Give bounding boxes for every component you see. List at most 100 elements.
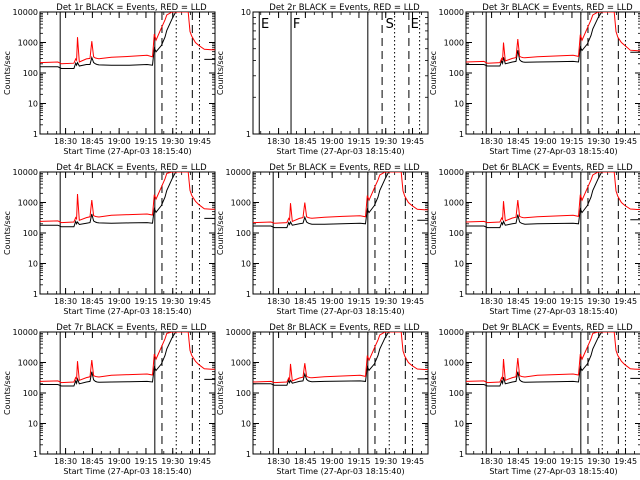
series-events-line — [40, 332, 215, 454]
plot-frame — [39, 171, 216, 295]
x-tick-label: 19:45 — [614, 137, 637, 146]
x-tick-label: 19:15 — [347, 297, 370, 306]
x-tick-label: 19:15 — [134, 297, 157, 306]
y-tick-label: 1 — [459, 130, 464, 139]
y-tick-label: 1 — [246, 290, 251, 299]
y-tick-label: 10000 — [439, 168, 464, 177]
x-tick-label: 19:15 — [560, 137, 583, 146]
panel-1: Det 1r BLACK = Events, RED = LLD 1 10 100 10… — [3, 3, 216, 156]
x-tick-label: 18:45 — [507, 137, 530, 146]
x-axis-label: Start Time (27-Apr-03 18:15:40) — [489, 467, 617, 476]
y-axis-label: Counts/sec — [3, 211, 12, 255]
series-lld-line — [40, 332, 215, 384]
series-lld-line — [40, 172, 215, 224]
series-lld-line — [466, 332, 640, 384]
x-tick-label: 19:15 — [134, 457, 157, 466]
y-tick-label: 100 — [236, 389, 251, 398]
y-tick-label: 1000 — [231, 359, 251, 368]
y-tick-label: 100 — [449, 389, 464, 398]
y-tick-label: 10000 — [439, 8, 464, 17]
y-tick-label: 10000 — [226, 328, 251, 337]
y-tick-label: 100 — [23, 69, 38, 78]
panel-title: Det 1r BLACK = Events, RED = LLD — [56, 3, 207, 13]
y-tick-label: 1000 — [444, 199, 464, 208]
x-tick-label: 19:15 — [134, 137, 157, 146]
x-axis-label: Start Time (27-Apr-03 18:15:40) — [63, 147, 191, 156]
x-tick-label: 19:15 — [347, 137, 370, 146]
y-tick-label: 1 — [459, 290, 464, 299]
x-tick-label: 19:45 — [188, 297, 211, 306]
x-tick-label: 18:30 — [267, 297, 290, 306]
series-lld-line — [253, 172, 428, 224]
x-tick-label: 19:00 — [108, 137, 131, 146]
x-tick-label: 19:30 — [587, 137, 610, 146]
y-tick-label: 10000 — [439, 328, 464, 337]
y-tick-label: 10000 — [13, 168, 38, 177]
x-tick-label: 18:45 — [294, 457, 317, 466]
x-tick-label: 19:00 — [534, 297, 557, 306]
panel-2: Det 2r BLACK = Events, RED = LLD 1 10 Count… — [216, 3, 429, 156]
x-tick-label: 18:30 — [54, 297, 77, 306]
panel-title: Det 8r BLACK = Events, RED = LLD — [269, 323, 420, 333]
x-tick-label: 18:45 — [81, 457, 104, 466]
x-tick-label: 19:30 — [161, 457, 184, 466]
x-tick-label: 19:00 — [534, 457, 557, 466]
event-marker-label: S — [386, 17, 394, 32]
panel-title: Det 4r BLACK = Events, RED = LLD — [56, 163, 207, 173]
y-tick-label: 100 — [236, 229, 251, 238]
x-tick-label: 19:30 — [374, 457, 397, 466]
plot-frame — [252, 171, 429, 295]
x-tick-label: 18:30 — [480, 297, 503, 306]
y-tick-label: 1 — [33, 130, 38, 139]
x-axis-label: Start Time (27-Apr-03 18:15:40) — [276, 147, 404, 156]
x-tick-label: 18:30 — [267, 457, 290, 466]
series-events-line — [466, 172, 640, 294]
x-tick-label: 19:45 — [401, 457, 424, 466]
x-tick-label: 19:00 — [108, 457, 131, 466]
x-tick-label: 19:15 — [560, 297, 583, 306]
plot-frame — [252, 11, 429, 135]
x-tick-label: 19:00 — [534, 137, 557, 146]
y-axis-label: Counts/sec — [3, 371, 12, 415]
panel-title: Det 3r BLACK = Events, RED = LLD — [482, 3, 633, 13]
panel-6: Det 6r BLACK = Events, RED = LLD 1 10 100 10… — [429, 163, 640, 316]
x-tick-label: 18:30 — [54, 457, 77, 466]
y-tick-label: 1 — [459, 450, 464, 459]
plot-frame — [252, 331, 429, 455]
event-marker-label: E — [411, 17, 419, 32]
x-tick-label: 19:30 — [374, 297, 397, 306]
panel-4: Det 4r BLACK = Events, RED = LLD 1 10 100 10… — [3, 163, 216, 316]
x-tick-label: 19:45 — [401, 137, 424, 146]
panel-title: Det 7r BLACK = Events, RED = LLD — [56, 323, 207, 333]
y-axis-label: Counts/sec — [216, 51, 225, 95]
series-events-line — [253, 332, 428, 454]
plot-frame — [465, 11, 640, 135]
y-tick-label: 1 — [33, 450, 38, 459]
x-tick-label: 19:15 — [347, 457, 370, 466]
y-tick-label: 1 — [246, 450, 251, 459]
x-tick-label: 19:15 — [560, 457, 583, 466]
series-events-line — [466, 12, 640, 134]
series-lld-line — [466, 172, 640, 224]
y-tick-label: 10000 — [13, 8, 38, 17]
y-axis-label: Counts/sec — [429, 371, 438, 415]
x-tick-label: 19:45 — [188, 137, 211, 146]
y-tick-label: 10 — [241, 420, 251, 429]
x-tick-label: 19:45 — [188, 457, 211, 466]
series-events-line — [466, 332, 640, 454]
panel-title: Det 6r BLACK = Events, RED = LLD — [482, 163, 633, 173]
y-tick-label: 10000 — [13, 328, 38, 337]
x-tick-label: 18:30 — [54, 137, 77, 146]
panel-title: Det 2r BLACK = Events, RED = LLD — [269, 3, 420, 13]
y-tick-label: 10 — [241, 260, 251, 269]
y-tick-label: 10 — [454, 100, 464, 109]
x-tick-label: 18:45 — [81, 297, 104, 306]
y-tick-label: 10 — [454, 420, 464, 429]
x-tick-label: 19:45 — [401, 297, 424, 306]
series-lld-line — [40, 12, 215, 65]
x-tick-label: 18:45 — [294, 297, 317, 306]
x-tick-label: 19:30 — [587, 457, 610, 466]
y-tick-label: 100 — [23, 229, 38, 238]
x-axis-label: Start Time (27-Apr-03 18:15:40) — [63, 467, 191, 476]
